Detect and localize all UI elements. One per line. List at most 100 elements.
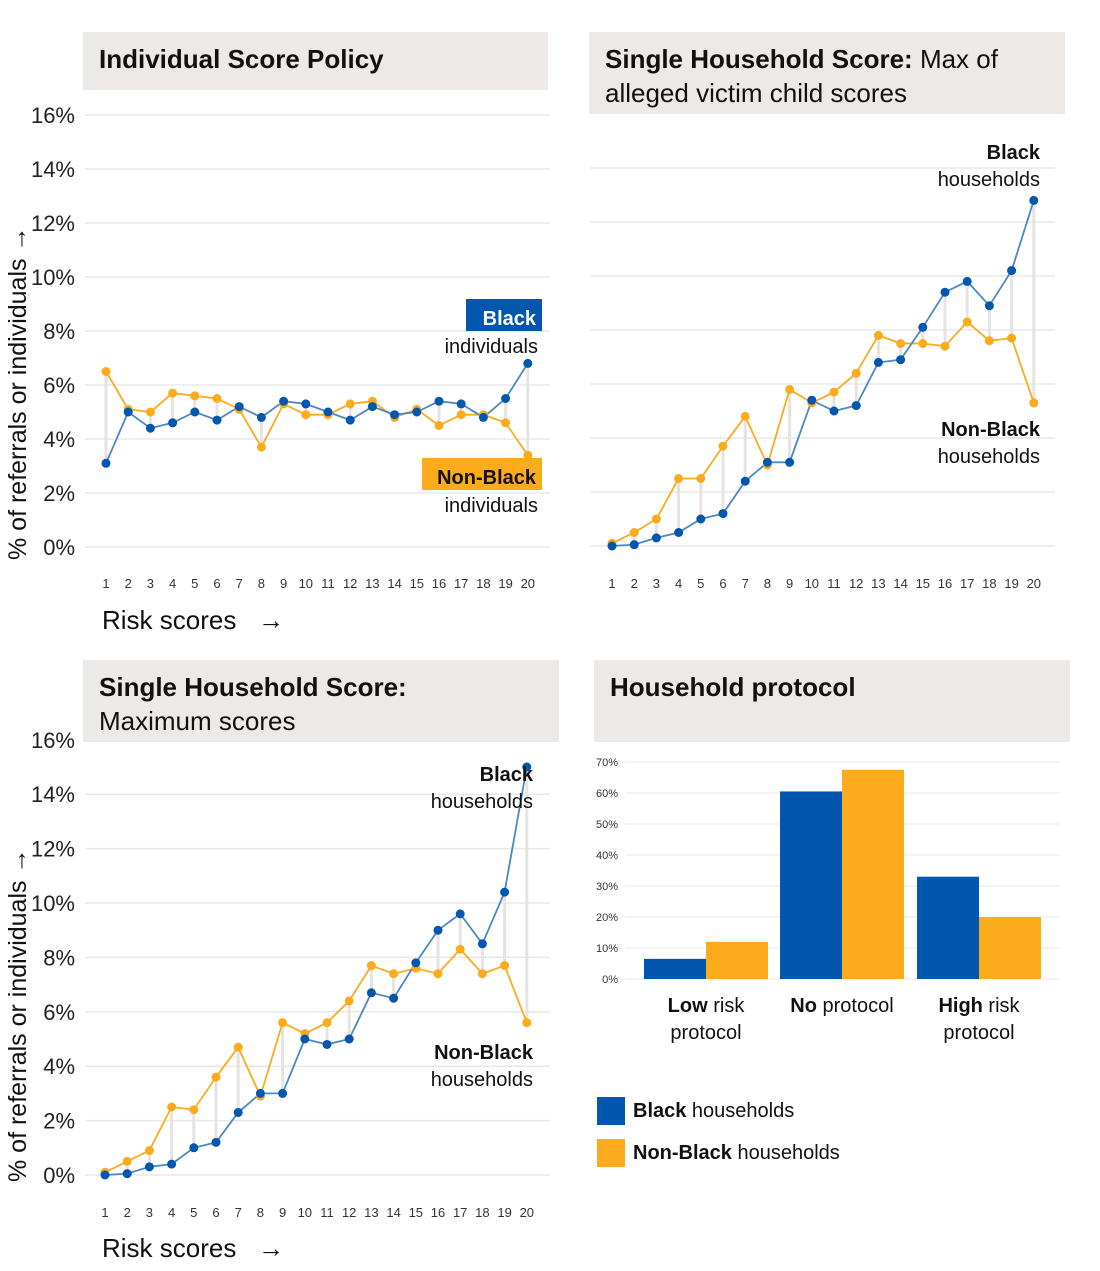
y-tick-label: 8%: [43, 319, 75, 344]
annotation-nonblack-bold: Non-Black: [941, 419, 1041, 441]
x-tick-label: 17: [960, 576, 974, 591]
point-nonblack: [629, 528, 639, 537]
y-tick-label: 0%: [43, 1163, 75, 1188]
point-black: [456, 399, 466, 409]
label-bg-black: [466, 299, 542, 331]
point-nonblack: [189, 1105, 199, 1115]
x-tick-label: 6: [213, 576, 220, 591]
point-black: [301, 399, 311, 409]
point-black: [740, 476, 750, 486]
point-nonblack: [740, 411, 750, 421]
point-black: [522, 762, 532, 772]
point-nonblack: [1007, 333, 1017, 343]
point-nonblack: [984, 336, 994, 346]
point-nonblack: [190, 391, 200, 401]
y-tick-label: 70%: [596, 757, 618, 769]
annotation-nonblack-rest: individuals: [445, 495, 538, 517]
annotation-black-rest: individuals: [445, 336, 538, 358]
point-black: [189, 1143, 199, 1153]
point-black: [212, 415, 222, 425]
point-nonblack: [167, 1102, 177, 1112]
point-nonblack: [456, 410, 466, 420]
x-tick-label: 12: [342, 1205, 356, 1220]
point-black: [1007, 266, 1017, 276]
point-black: [279, 396, 289, 406]
y-tick-label: 8%: [43, 945, 75, 970]
point-black: [323, 407, 333, 417]
point-nonblack: [501, 418, 511, 428]
x-tick-label: 18: [476, 576, 490, 591]
point-black: [389, 993, 399, 1003]
y-tick-label: 16%: [31, 103, 75, 128]
right-arrow-icon: →: [258, 605, 285, 635]
point-black: [433, 925, 443, 935]
x-tick-label: 18: [475, 1205, 489, 1220]
y-tick-label: 30%: [596, 881, 618, 893]
x-tick-label: 15: [916, 576, 930, 591]
point-black: [1029, 195, 1039, 205]
x-tick-label: 15: [409, 1205, 423, 1220]
chart-max-scores: 0%2%4%6%8%10%12%14%16%1 2 3 4 5 6 7 8 9 10 11 12 13 1…: [31, 728, 550, 1220]
x-tick-label: 6: [212, 1205, 219, 1220]
x-tick-label: 16: [432, 576, 446, 591]
point-black: [168, 418, 178, 428]
x-tick-label: 20: [520, 1205, 534, 1220]
x-tick-label: 3: [653, 576, 660, 591]
point-black: [144, 1162, 154, 1172]
label-bg-nonblack: [422, 458, 542, 490]
point-nonblack: [962, 317, 972, 327]
series-line-black: [611, 200, 1035, 547]
point-black: [718, 509, 728, 519]
point-nonblack: [718, 441, 728, 451]
point-nonblack: [101, 367, 111, 376]
bar-nonblack: [706, 941, 768, 979]
point-black: [785, 457, 795, 467]
x-tick-label: 13: [871, 576, 885, 591]
category-label-bold: No: [790, 995, 817, 1017]
x-axis-label-top: Risk scores →: [102, 605, 285, 635]
x-tick-label: 5: [190, 1205, 197, 1220]
point-black: [477, 939, 487, 949]
x-tick-label: 7: [742, 576, 749, 591]
point-nonblack: [851, 368, 861, 378]
x-tick-label: 9: [280, 576, 287, 591]
point-black: [344, 1034, 354, 1044]
point-black: [455, 909, 465, 919]
point-black: [190, 407, 200, 417]
point-nonblack: [345, 399, 355, 409]
x-tick-label: 8: [258, 576, 265, 591]
annotation-nonblack-bold: Non-Black: [437, 467, 537, 489]
x-tick-label: 5: [697, 576, 704, 591]
x-tick-label: 6: [719, 576, 726, 591]
point-black: [523, 358, 533, 368]
x-tick-label: 11: [321, 576, 335, 591]
x-tick-label: 3: [147, 576, 154, 591]
y-tick-label: 0%: [602, 974, 618, 986]
y-tick-label: 50%: [596, 819, 618, 831]
x-tick-label: 7: [235, 1205, 242, 1220]
x-tick-label: 15: [410, 576, 424, 591]
x-axis-label-bottom: Risk scores →: [102, 1233, 285, 1263]
point-black: [233, 1107, 243, 1117]
point-black: [255, 1088, 265, 1098]
point-nonblack: [366, 961, 376, 971]
legend-black: Black households: [597, 1097, 794, 1125]
point-black: [278, 1088, 288, 1098]
y-tick-label: 12%: [31, 837, 75, 862]
panel-title-protocol: Household protocol: [594, 660, 1070, 742]
point-nonblack: [212, 394, 222, 403]
category-label: No protocol: [790, 995, 893, 1017]
point-nonblack: [144, 1146, 154, 1156]
point-black: [762, 457, 772, 467]
category-label-bold: Low: [668, 995, 708, 1017]
point-black: [696, 514, 706, 524]
point-black: [501, 394, 511, 403]
x-tick-label: 10: [805, 576, 819, 591]
point-black: [851, 401, 861, 411]
point-black: [984, 301, 994, 311]
y-tick-label: 6%: [43, 1000, 75, 1025]
x-tick-label: 19: [497, 1205, 511, 1220]
point-nonblack: [168, 388, 178, 398]
point-black: [412, 407, 422, 417]
annotation-black-rest: households: [431, 791, 533, 813]
